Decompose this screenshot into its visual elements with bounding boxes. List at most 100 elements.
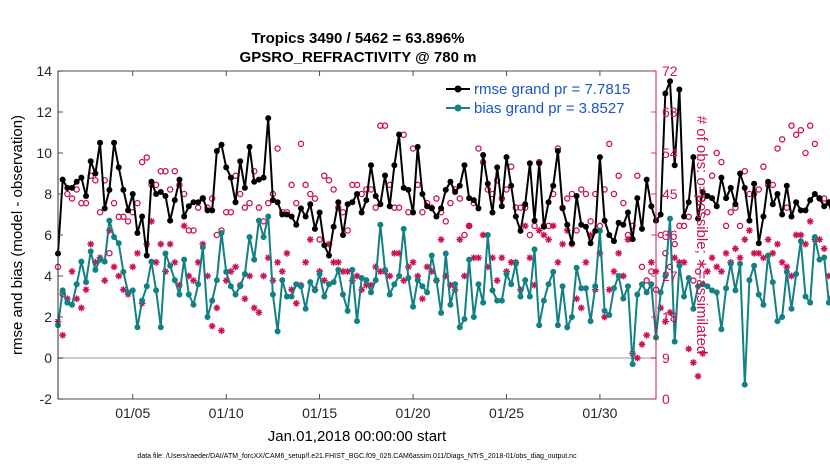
rmse-point bbox=[213, 147, 220, 154]
obs-possible-point bbox=[442, 218, 450, 225]
rmse-point bbox=[237, 158, 244, 165]
obs-possible-point bbox=[419, 208, 426, 216]
obs-possible-point bbox=[190, 227, 197, 234]
bias-point bbox=[199, 244, 206, 251]
obs-assimilated-point bbox=[353, 272, 361, 280]
obs-possible-point bbox=[288, 181, 295, 189]
bias-point bbox=[354, 318, 360, 325]
bias-point bbox=[171, 277, 178, 284]
rmse-point bbox=[667, 78, 674, 85]
obs-possible-point bbox=[475, 145, 482, 152]
obs-assimilated-point bbox=[498, 254, 506, 262]
obs-possible-point bbox=[774, 145, 781, 152]
rmse-point bbox=[746, 217, 753, 224]
axes-layer: -2 0 2 4 6 8 10 12 14 0 9 18 27 36 45 54 63 72 01/05 01/10 0… bbox=[36, 63, 677, 421]
rmse-point bbox=[531, 217, 538, 224]
obs-assimilated-point bbox=[134, 249, 141, 257]
rmse-point bbox=[419, 191, 426, 197]
rmse-point bbox=[699, 188, 706, 195]
obs-assimilated-point bbox=[344, 268, 352, 275]
bias-point bbox=[564, 324, 571, 331]
rmse-point bbox=[293, 221, 300, 228]
obs-assimilated-point bbox=[703, 268, 711, 275]
obs-possible-point bbox=[727, 208, 735, 216]
obs-possible-point bbox=[680, 222, 688, 230]
obs-assimilated-point bbox=[59, 331, 67, 339]
bias-point bbox=[73, 281, 80, 288]
rmse-point bbox=[391, 162, 398, 169]
obs-assimilated-point bbox=[465, 222, 473, 230]
obs-possible-point bbox=[690, 277, 697, 284]
y-right-tick-label: 18 bbox=[662, 309, 678, 325]
rmse-point bbox=[410, 209, 417, 216]
bias-point bbox=[255, 217, 262, 224]
bias-point bbox=[148, 258, 155, 265]
rmse-point bbox=[241, 184, 248, 191]
bias-point bbox=[480, 299, 487, 306]
rmse-point bbox=[162, 193, 169, 200]
bias-point bbox=[195, 281, 202, 288]
obs-assimilated-point bbox=[554, 258, 562, 266]
bias-point bbox=[540, 297, 547, 304]
y-right-tick-label: 27 bbox=[662, 268, 678, 284]
rmse-point bbox=[269, 197, 276, 204]
obs-assimilated-point bbox=[470, 254, 478, 262]
bias-point bbox=[325, 281, 332, 288]
bias-point bbox=[316, 270, 323, 277]
obs-possible-point bbox=[704, 208, 711, 216]
bias-point bbox=[466, 256, 473, 263]
bias-point bbox=[213, 277, 220, 284]
obs-assimilated-point bbox=[718, 268, 725, 275]
bias-point bbox=[396, 273, 403, 279]
bias-point bbox=[582, 285, 589, 292]
rmse-point bbox=[447, 178, 454, 185]
rmse-point bbox=[424, 203, 431, 210]
rmse-point bbox=[78, 174, 85, 181]
bias-point bbox=[87, 248, 94, 255]
y-tick-label: 10 bbox=[36, 145, 52, 161]
rmse-point bbox=[522, 201, 529, 208]
bias-point bbox=[779, 314, 786, 320]
bias-point bbox=[424, 289, 431, 296]
rmse-point bbox=[788, 213, 795, 220]
bias-point bbox=[260, 234, 267, 241]
rmse-point bbox=[793, 199, 800, 206]
rmse-point bbox=[512, 213, 519, 220]
obs-possible-point bbox=[307, 190, 314, 198]
rmse-point bbox=[251, 178, 258, 185]
bias-point bbox=[134, 324, 141, 331]
rmse-point bbox=[171, 197, 178, 204]
obs-possible-point bbox=[806, 122, 814, 129]
x-axis-label: Jan.01,2018 00:00:00 start bbox=[268, 428, 447, 445]
obs-assimilated-point bbox=[442, 272, 450, 280]
obs-assimilated-point bbox=[447, 281, 454, 289]
rmse-point bbox=[209, 207, 216, 214]
rmse-point bbox=[354, 191, 360, 197]
obs-assimilated-point bbox=[199, 240, 207, 248]
obs-possible-point bbox=[769, 181, 777, 189]
rmse-point bbox=[727, 184, 734, 191]
rmse-point bbox=[428, 205, 435, 212]
bias-point bbox=[59, 287, 66, 294]
obs-assimilated-point bbox=[671, 254, 679, 262]
rmse-point bbox=[358, 209, 365, 216]
bias-point bbox=[596, 227, 603, 234]
obs-assimilated-point bbox=[540, 231, 548, 239]
bias-point bbox=[554, 322, 561, 329]
bias-point bbox=[218, 229, 225, 236]
bias-point bbox=[620, 295, 627, 302]
rmse-point bbox=[690, 154, 697, 161]
rmse-point bbox=[255, 176, 262, 183]
obs-assimilated-point bbox=[764, 236, 772, 243]
bias-point bbox=[344, 307, 351, 314]
obs-assimilated-point bbox=[227, 268, 235, 275]
rmse-point bbox=[368, 162, 375, 169]
rmse-point bbox=[596, 154, 603, 161]
obs-assimilated-point bbox=[194, 258, 202, 266]
obs-possible-point bbox=[124, 218, 132, 225]
rmse-point bbox=[755, 240, 762, 247]
rmse-point bbox=[73, 178, 80, 185]
obs-possible-point bbox=[330, 186, 337, 193]
bias-point bbox=[638, 281, 645, 288]
bias-point bbox=[400, 225, 407, 232]
